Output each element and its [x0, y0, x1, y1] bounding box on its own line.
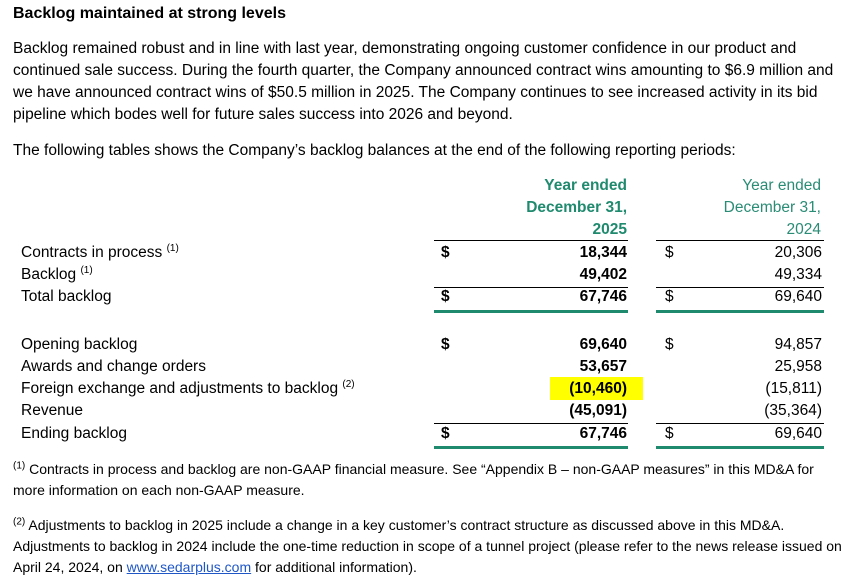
table-intro: The following tables shows the Company’s…	[13, 142, 736, 159]
table-cell-2025: 53,657	[579, 358, 627, 375]
currency-symbol: $	[665, 336, 674, 353]
section-heading: Backlog maintained at strong levels	[13, 5, 286, 22]
label-text: Total backlog	[21, 288, 112, 305]
footnote-1: (1) Contracts in process and backlog are…	[13, 459, 848, 501]
footnote-2: (2) Adjustments to backlog in 2025 inclu…	[13, 515, 848, 578]
table-row-label: Backlog (1)	[21, 264, 93, 284]
header-rule-2025	[434, 240, 628, 241]
currency-symbol: $	[441, 288, 450, 305]
table-row-label: Ending backlog	[21, 425, 127, 443]
total-rule-2025	[434, 310, 628, 313]
subtotal-rule-2024	[656, 423, 824, 424]
footnote-ref: (1)	[80, 264, 93, 276]
table-row-label: Foreign exchange and adjustments to back…	[21, 378, 355, 398]
subtotal-rule-2025	[434, 287, 628, 288]
highlight-mark	[550, 377, 643, 400]
column-header-2024: Year ended December 31, 2024	[665, 175, 821, 241]
header-rule-2024	[656, 240, 824, 241]
footnote-ref: (1)	[166, 242, 179, 254]
footnote-ref: (2)	[342, 378, 355, 390]
table-cell-2025: 69,640	[579, 336, 627, 353]
total-rule-2024	[656, 446, 824, 449]
table-cell-2024: (35,364)	[764, 402, 822, 419]
total-rule-2024	[656, 310, 824, 313]
table-cell-2024: 25,958	[774, 358, 822, 375]
label-text: Ending backlog	[21, 425, 127, 442]
subtotal-rule-2025	[434, 423, 628, 424]
footnote-2-text-b: for additional information).	[251, 559, 417, 575]
table-cell-2024: 69,640	[774, 288, 822, 305]
table-cell-2025: (45,091)	[569, 402, 627, 419]
total-rule-2025	[434, 446, 628, 449]
label-text: Foreign exchange and adjustments to back…	[21, 380, 339, 397]
table-cell-2024: 69,640	[774, 425, 822, 442]
table-row-label: Total backlog	[21, 288, 111, 306]
table-row-label: Awards and change orders	[21, 358, 206, 376]
table-row-label: Revenue	[21, 402, 83, 420]
table-row-label: Contracts in process (1)	[21, 242, 179, 262]
footnote-2-marker: (2)	[13, 516, 26, 528]
currency-symbol: $	[665, 288, 674, 305]
footnote-2-text-a: Adjustments to backlog in 2025 include a…	[13, 517, 842, 575]
table-cell-2024: (15,811)	[765, 380, 822, 397]
header-2024-line2: December 31,	[723, 199, 821, 216]
currency-symbol: $	[441, 425, 450, 442]
table-cell-2025: 49,402	[579, 266, 627, 283]
header-2025-line1: Year ended	[544, 177, 627, 194]
header-2024-line3: 2024	[786, 221, 821, 238]
table-row-label: Opening backlog	[21, 336, 137, 354]
header-2024-line1: Year ended	[742, 177, 821, 194]
table-cell-2025: 18,344	[579, 244, 627, 261]
table-cell-2024: 20,306	[774, 244, 822, 261]
table-cell-2025: (10,460)	[569, 380, 627, 397]
intro-paragraph: Backlog remained robust and in line with…	[13, 40, 834, 123]
currency-symbol: $	[665, 244, 674, 261]
footnote-1-marker: (1)	[13, 460, 26, 472]
subtotal-rule-2024	[656, 287, 824, 288]
sedarplus-link[interactable]: www.sedarplus.com	[126, 559, 252, 575]
header-2025-line3: 2025	[592, 221, 627, 238]
table-cell-2024: 49,334	[774, 266, 822, 283]
label-text: Opening backlog	[21, 336, 138, 353]
header-2025-line2: December 31,	[526, 199, 627, 216]
currency-symbol: $	[665, 425, 674, 442]
label-text: Contracts in process	[21, 244, 163, 261]
table-cell-2024: 94,857	[774, 336, 822, 353]
label-text: Backlog	[21, 266, 77, 283]
currency-symbol: $	[441, 336, 450, 353]
table-cell-2025: 67,746	[579, 288, 627, 305]
table-cell-2025: 67,746	[579, 425, 627, 442]
column-header-2025: Year ended December 31, 2025	[470, 175, 627, 241]
currency-symbol: $	[441, 244, 450, 261]
label-text: Awards and change orders	[21, 358, 206, 375]
footnote-1-text: Contracts in process and backlog are non…	[13, 461, 814, 498]
label-text: Revenue	[21, 402, 84, 419]
